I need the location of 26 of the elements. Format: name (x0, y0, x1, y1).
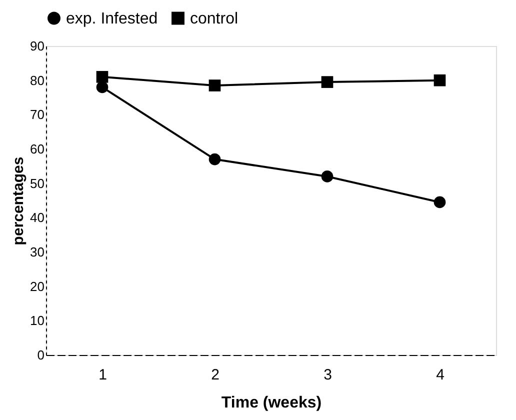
y-tick-label: 20 (30, 278, 44, 294)
legend-label: exp. Infested (66, 10, 158, 28)
x-tick-label: 3 (324, 366, 332, 384)
y-tick-label: 10 (30, 313, 44, 328)
y-tick-label: 90 (30, 38, 44, 54)
x-tick-label: 4 (436, 366, 444, 384)
point (321, 170, 334, 182)
y-tick-label: 60 (30, 142, 44, 156)
x-axis-title: Time (weeks) (221, 394, 322, 412)
point (208, 80, 221, 92)
y-tick-label: 80 (30, 72, 44, 88)
y-tick-label: 70 (30, 107, 44, 122)
y-axis-title: percentages (10, 156, 28, 246)
y-tick-label: 40 (30, 210, 44, 226)
point (434, 74, 446, 86)
point (96, 81, 108, 94)
legend-label: control (190, 10, 238, 28)
x-tick-label: 1 (98, 366, 107, 384)
y-tick-label: 50 (30, 176, 44, 191)
y-tick-label: 30 (30, 244, 44, 260)
point (321, 76, 334, 88)
y-tick-label: 0 (37, 348, 44, 362)
point (434, 196, 446, 208)
point (208, 153, 221, 166)
x-tick-label: 2 (211, 366, 220, 384)
point (96, 70, 108, 83)
